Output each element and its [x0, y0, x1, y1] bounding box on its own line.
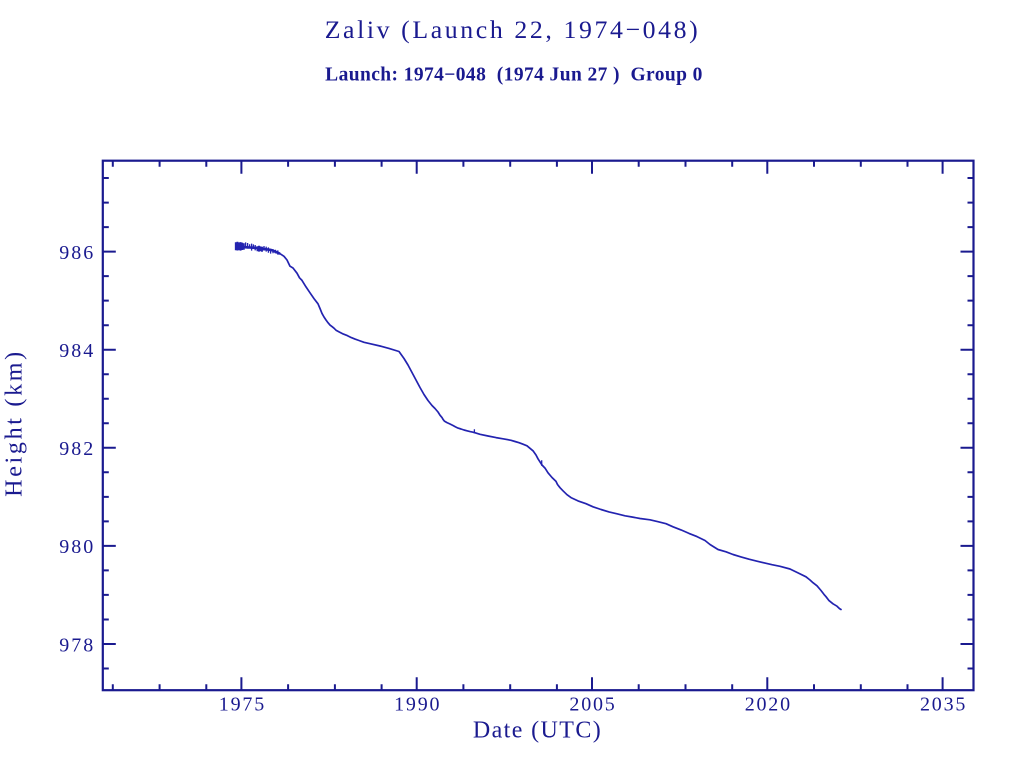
svg-text:Zaliv (Launch 22, 1974−048): Zaliv (Launch 22, 1974−048) [325, 15, 701, 44]
svg-text:978: 978 [59, 634, 95, 656]
svg-text:1975: 1975 [219, 694, 266, 716]
svg-text:2035: 2035 [920, 694, 967, 716]
svg-text:2020: 2020 [745, 694, 792, 716]
svg-text:1990: 1990 [394, 694, 441, 716]
svg-text:980: 980 [59, 536, 95, 558]
svg-text:2005: 2005 [569, 694, 616, 716]
svg-text:984: 984 [59, 340, 95, 362]
svg-text:Height (km): Height (km) [2, 349, 28, 497]
svg-text:986: 986 [59, 242, 95, 264]
svg-text:Date (UTC): Date (UTC) [473, 718, 602, 744]
svg-text:Launch: 1974−048 (1974 Jun 27: Launch: 1974−048 (1974 Jun 27 ) Group 0 [325, 64, 703, 85]
svg-text:982: 982 [59, 438, 95, 460]
